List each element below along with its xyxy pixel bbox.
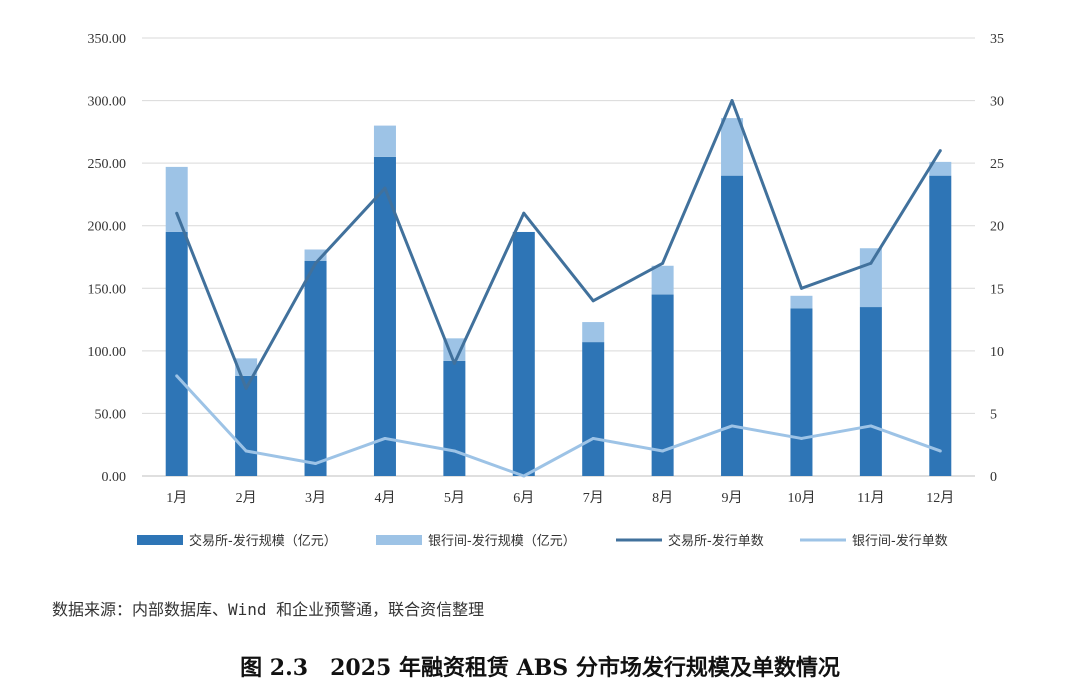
legend-label: 交易所-发行单数 — [668, 533, 764, 549]
left-tick-label: 50.00 — [95, 407, 127, 422]
bar — [165, 231, 188, 476]
bar — [721, 118, 744, 176]
left-tick-label: 250.00 — [88, 157, 127, 172]
bar — [512, 231, 535, 476]
left-tick-label: 300.00 — [88, 95, 127, 110]
x-tick-label: 6月 — [513, 490, 534, 506]
right-tick-label: 20 — [990, 220, 1004, 235]
right-tick-label: 5 — [990, 407, 997, 422]
left-tick-label: 100.00 — [88, 345, 127, 360]
line-point — [175, 211, 179, 215]
line-point — [383, 436, 387, 440]
line-point — [869, 261, 873, 265]
left-tick-label: 350.00 — [88, 32, 127, 47]
bar — [929, 161, 952, 176]
bar — [443, 338, 466, 361]
bar — [651, 294, 674, 476]
right-axis: 0 5 10 15 20 25 30 35 — [990, 32, 1004, 485]
right-tick-label: 10 — [990, 345, 1004, 360]
bar — [373, 156, 396, 476]
line-point — [383, 186, 387, 190]
bars — [165, 118, 952, 476]
x-tick-label: 5月 — [444, 490, 465, 506]
line-point — [452, 361, 456, 365]
right-tick-label: 35 — [990, 32, 1004, 47]
bar — [165, 166, 188, 232]
line-point — [314, 461, 318, 465]
x-tick-label: 4月 — [374, 490, 395, 506]
bar — [373, 125, 396, 157]
series-line — [175, 99, 942, 390]
bar — [235, 375, 258, 476]
x-tick-label: 3月 — [305, 490, 326, 506]
x-tick-label: 9月 — [722, 490, 743, 506]
line-point — [869, 424, 873, 428]
legend: 交易所-发行规模（亿元） 银行间-发行规模（亿元） 交易所-发行单数 银行间-发行单数 — [137, 533, 948, 549]
bar — [651, 265, 674, 295]
bar — [790, 308, 813, 476]
series-line — [175, 374, 941, 478]
line-point — [730, 99, 734, 103]
lines — [175, 99, 942, 478]
x-tick-label: 12月 — [926, 490, 954, 506]
gridlines — [142, 37, 975, 477]
line-point — [452, 449, 456, 453]
right-tick-label: 30 — [990, 95, 1004, 110]
line-point — [938, 449, 942, 453]
right-tick-label: 0 — [990, 470, 997, 485]
line-point — [661, 449, 665, 453]
line-point — [175, 374, 179, 378]
line-point — [661, 261, 665, 265]
x-tick-label: 11月 — [857, 490, 884, 506]
line-point — [522, 474, 526, 478]
x-tick-label: 10月 — [787, 490, 815, 506]
bar — [929, 175, 952, 476]
left-tick-label: 0.00 — [102, 470, 127, 485]
right-tick-label: 15 — [990, 282, 1004, 297]
x-tick-label: 1月 — [166, 490, 187, 506]
right-tick-label: 25 — [990, 157, 1004, 172]
line-point — [799, 286, 803, 290]
figure-caption: 图 2.3 2025 年融资租赁 ABS 分市场发行规模及单数情况 — [240, 655, 840, 681]
legend-label: 银行间-发行单数 — [852, 533, 948, 549]
legend-swatch — [137, 535, 183, 545]
left-axis: 0.00 50.00 100.00 150.00 200.00 250.00 300.00 3… — [88, 32, 127, 485]
bar — [790, 295, 813, 309]
x-axis: 1月 2月 3月 4月 5月 6月 7月 8月 9月 10月 11月 12月 — [166, 490, 954, 506]
line-point — [938, 149, 942, 153]
bar — [443, 360, 466, 476]
line-point — [244, 386, 248, 390]
x-tick-label: 8月 — [652, 490, 673, 506]
x-tick-label: 2月 — [236, 490, 257, 506]
line-point — [314, 261, 318, 265]
left-tick-label: 150.00 — [88, 282, 127, 297]
bar — [582, 342, 605, 476]
bar — [304, 260, 327, 476]
x-tick-label: 7月 — [583, 490, 604, 506]
left-tick-label: 200.00 — [88, 220, 127, 235]
line-point — [591, 436, 595, 440]
bar — [859, 307, 882, 476]
line-point — [522, 211, 526, 215]
bar — [859, 248, 882, 308]
line-point — [730, 424, 734, 428]
bar — [304, 249, 327, 261]
bar — [582, 322, 605, 343]
line-point — [591, 299, 595, 303]
legend-swatch — [376, 535, 422, 545]
source-note: 数据来源：内部数据库、Wind 和企业预警通，联合资信整理 — [52, 600, 485, 619]
legend-label: 银行间-发行规模（亿元） — [428, 533, 576, 549]
legend-label: 交易所-发行规模（亿元） — [189, 533, 337, 549]
bar — [721, 175, 744, 476]
line-point — [799, 436, 803, 440]
line-point — [244, 449, 248, 453]
